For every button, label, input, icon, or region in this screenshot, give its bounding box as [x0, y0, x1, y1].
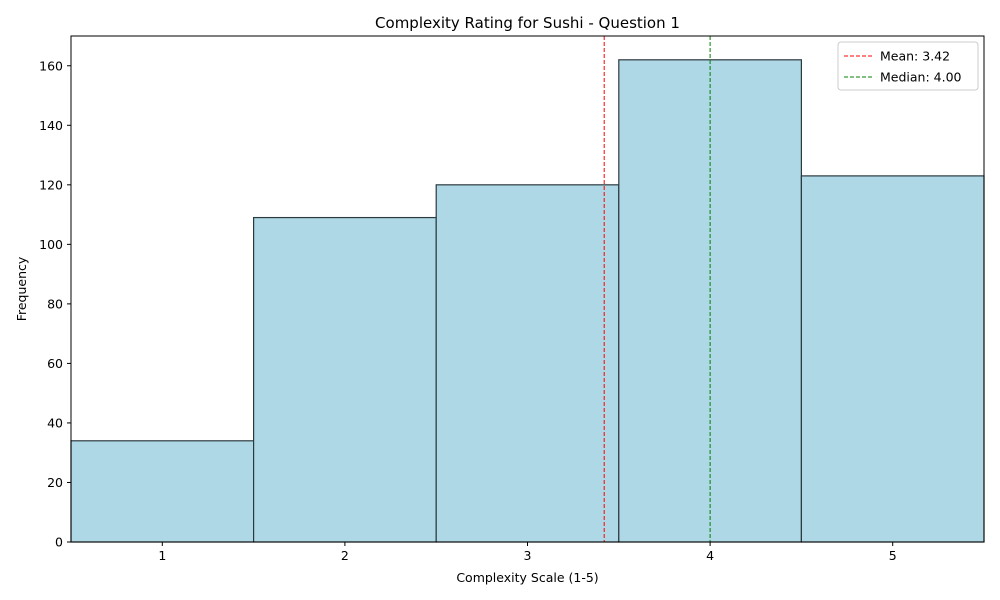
legend-box: [837, 41, 979, 91]
bar-3: [435, 184, 620, 543]
legend: Mean: 3.42 Median: 4.00: [837, 41, 979, 91]
reference-lines-group: [603, 36, 711, 542]
y-tick-label: 160: [39, 58, 63, 73]
y-tick-label: 100: [39, 237, 63, 252]
y-axis-label: Frequency: [14, 256, 29, 321]
x-axis-label: Complexity Scale (1-5): [456, 570, 598, 585]
legend-label: Median: 4.00: [880, 70, 962, 85]
bars-group: [70, 59, 985, 543]
y-tick-label: 40: [47, 415, 63, 430]
y-tick-label: 120: [39, 177, 63, 192]
chart-title: Complexity Rating for Sushi - Question 1: [375, 14, 680, 32]
y-tick-label: 0: [55, 535, 63, 550]
bar-5: [800, 175, 985, 543]
x-tick-label: 5: [889, 548, 897, 563]
legend-label: Mean: 3.42: [880, 49, 950, 64]
y-tick-label: 60: [47, 356, 63, 371]
x-tick-label: 1: [158, 548, 166, 563]
y-tick-label: 80: [47, 296, 63, 311]
x-tick-label: 4: [706, 548, 714, 563]
y-tick-label: 20: [47, 475, 63, 490]
bar-2: [253, 216, 437, 543]
y-tick-label: 140: [39, 118, 63, 133]
x-tick-label: 3: [524, 548, 532, 563]
bar-1: [70, 440, 255, 543]
x-tick-label: 2: [341, 548, 349, 563]
y-axis: 0 20 40 60 80 100 120 140 160: [39, 58, 71, 550]
x-axis: 1 2 3 4 5: [158, 542, 897, 563]
